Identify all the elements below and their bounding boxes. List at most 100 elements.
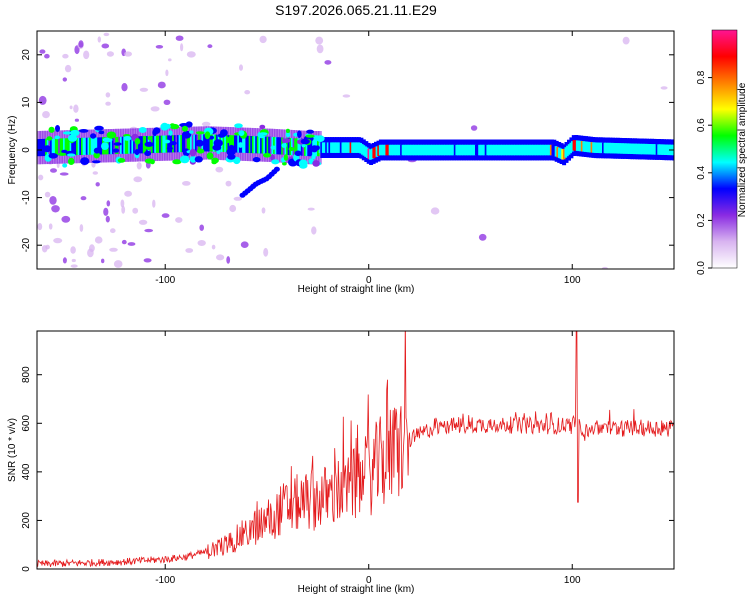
ridge-core [419, 144, 423, 156]
ridge-blob [285, 132, 291, 138]
ridge-blob [144, 141, 154, 147]
colorbar-tick-label: 0.8 [696, 70, 707, 84]
ridge-core [549, 144, 553, 156]
ridge-core [97, 137, 100, 155]
noise-blob [165, 69, 169, 77]
ridge-blob [259, 124, 266, 129]
ridge-core [476, 144, 480, 156]
ridge-core [64, 138, 68, 156]
ridge-core [548, 144, 551, 156]
ridge-core [222, 134, 226, 152]
ridge-core [505, 144, 509, 156]
noise-blob [106, 200, 111, 207]
ridge-blob [195, 139, 204, 147]
ridge-core [546, 144, 550, 156]
ridge-core [359, 143, 362, 154]
ridge-blob [196, 148, 205, 154]
ridge-core [621, 143, 625, 154]
ridge-core [72, 138, 76, 156]
ridge-core [632, 143, 636, 155]
noise-blob [622, 36, 630, 45]
noise-blob [70, 264, 78, 268]
ridge-core [657, 144, 660, 155]
ridge-core [611, 142, 615, 154]
ridge-core [378, 144, 382, 156]
ridge-blob [166, 146, 173, 151]
ridge-core [108, 137, 112, 155]
ridge-core [177, 135, 180, 153]
ridge-core [481, 144, 485, 156]
ridge-core [295, 138, 299, 156]
ridge-core [489, 144, 493, 156]
ridge-core [615, 143, 618, 154]
noise-blob [62, 53, 69, 59]
ridge-blob [310, 145, 318, 153]
ridge-core [243, 135, 247, 153]
x-tick-label: -100 [155, 575, 175, 586]
ridge-core [510, 144, 514, 156]
ridge-blob [150, 159, 155, 165]
ridge-core [631, 143, 634, 154]
ridge-core [372, 147, 375, 159]
ridge-core [211, 134, 214, 152]
noise-blob [216, 254, 225, 261]
noise-blob [186, 51, 196, 58]
noise-blob [95, 182, 100, 187]
noise-blob [211, 244, 216, 250]
ridge-core [447, 144, 450, 156]
ridge-blob [258, 132, 268, 136]
ridge-core [556, 146, 559, 158]
ridge-core [204, 134, 208, 152]
branch-blob [273, 166, 280, 172]
noise-blob [136, 162, 142, 170]
ridge-core [362, 145, 366, 156]
noise-blob [138, 219, 148, 225]
ridge-core [155, 135, 159, 153]
x-tick-label: 100 [564, 575, 581, 586]
ridge-core [531, 144, 535, 156]
noise-blob [152, 199, 156, 208]
ridge-core [642, 143, 646, 155]
x-tick-label: 100 [564, 275, 581, 286]
ridge-core [470, 144, 473, 156]
ridge-core [663, 144, 667, 155]
ridge-core [61, 138, 64, 156]
ridge-core [330, 142, 333, 153]
noise-blob [155, 45, 164, 49]
ridge-blob [160, 122, 169, 131]
snr-series-line [37, 331, 674, 568]
ridge-core [120, 136, 123, 154]
ridge-core [90, 137, 94, 155]
noise-blob [161, 213, 170, 218]
ridge-core [448, 144, 452, 156]
y-tick-label: -20 [21, 238, 32, 253]
ridge-blob [189, 155, 197, 163]
ridge-core [553, 145, 556, 156]
ridge-core [234, 135, 237, 153]
y-tick-label: 20 [21, 49, 32, 61]
ridge-core [577, 140, 581, 152]
noise-blob [215, 166, 224, 173]
ridge-core [479, 144, 483, 156]
noise-blob [342, 94, 351, 98]
noise-blob [83, 50, 90, 60]
ridge-blob [61, 149, 68, 154]
ridge-core [665, 144, 669, 155]
ridge-blob [238, 142, 244, 148]
ridge-core [318, 142, 322, 153]
ridge-core [538, 144, 542, 156]
ridge-core [89, 137, 92, 155]
ridge-core [297, 138, 301, 156]
noise-blob [430, 207, 440, 215]
ridge-blob [62, 163, 68, 168]
ridge-core [370, 148, 374, 160]
ridge-core [167, 135, 170, 153]
ridge-core [590, 142, 594, 153]
ridge-core [126, 136, 130, 154]
ridge-blob [252, 157, 261, 163]
ridge-core [559, 148, 563, 159]
ridge-core [188, 134, 191, 152]
ridge-blob [312, 160, 320, 167]
ridge-blob [206, 152, 214, 160]
ridge-blob [169, 141, 177, 146]
